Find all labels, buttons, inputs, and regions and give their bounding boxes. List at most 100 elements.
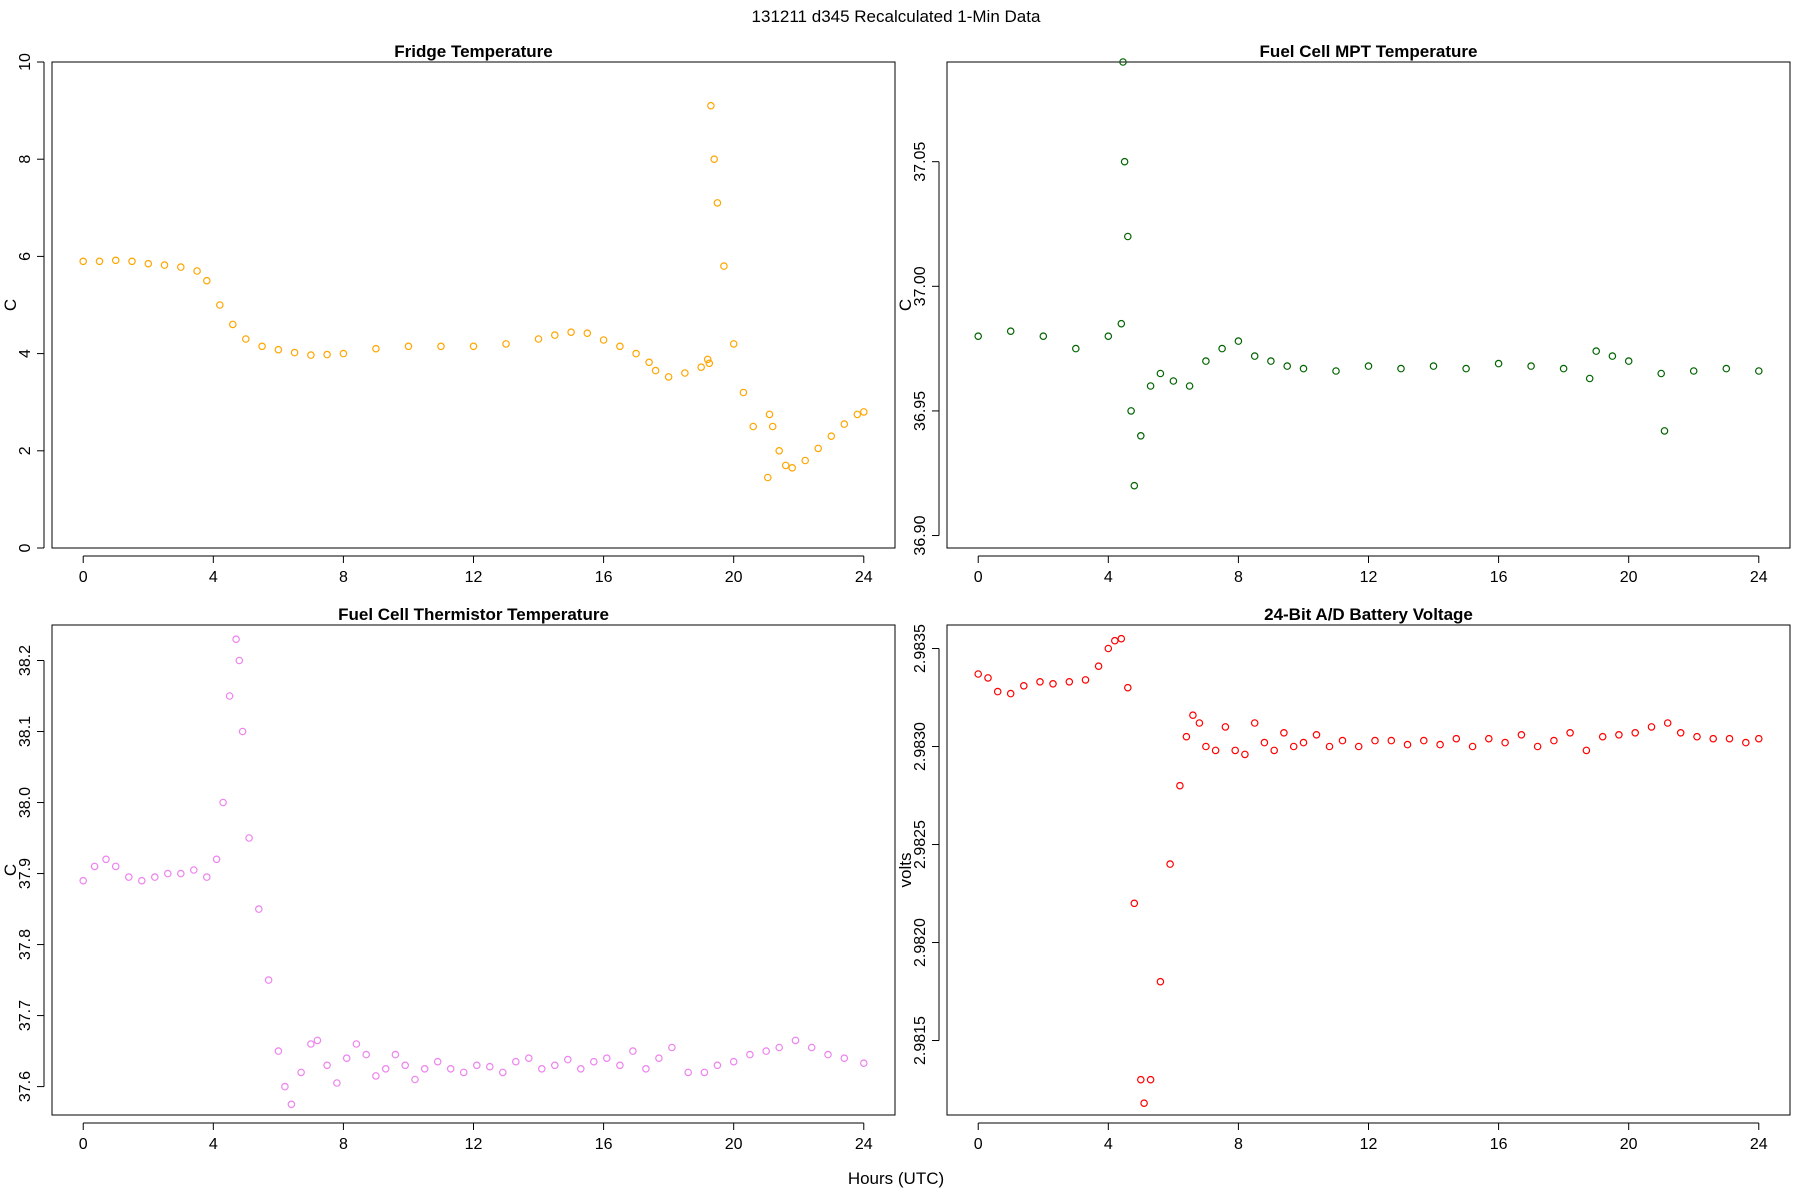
data-point [1137, 1075, 1145, 1084]
y-tick-label: 10 [17, 53, 34, 71]
data-point [1176, 781, 1184, 790]
y-tick-label: 4 [17, 349, 34, 358]
panel-title: Fuel Cell MPT Temperature [1260, 42, 1478, 61]
data-point [791, 1036, 800, 1045]
data-point [502, 340, 510, 348]
data-point [274, 1047, 283, 1055]
data-point [1072, 344, 1080, 353]
y-tick-label: 6 [17, 252, 34, 261]
data-point [1468, 742, 1477, 751]
data-point [984, 674, 992, 682]
data-point [583, 329, 592, 338]
x-tick-label: 4 [1104, 569, 1113, 586]
data-point [840, 420, 849, 428]
data-point [827, 432, 836, 441]
data-point [433, 1057, 442, 1066]
data-point [859, 1059, 868, 1068]
data-point [840, 1054, 849, 1063]
data-point [225, 692, 234, 700]
data-point [629, 1047, 637, 1055]
data-point [1185, 382, 1194, 390]
data-point [697, 363, 706, 372]
data-point [229, 320, 237, 329]
x-tick-label: 4 [209, 1136, 218, 1153]
data-point [824, 1050, 832, 1059]
data-point [1250, 719, 1259, 727]
data-point [1325, 742, 1334, 751]
y-tick-label: 37.7 [17, 1000, 34, 1031]
data-point [281, 1082, 289, 1091]
data-point [238, 727, 247, 736]
data-point [1429, 362, 1438, 370]
data-point [1270, 746, 1279, 755]
data-point [193, 267, 201, 275]
data-point [1364, 362, 1373, 370]
data-point [705, 359, 714, 368]
data-point [219, 798, 227, 807]
y-axis-label: volts [896, 853, 915, 888]
data-point [807, 1043, 816, 1052]
data-point [1387, 736, 1396, 745]
data-point [1598, 732, 1607, 741]
data-point [1501, 738, 1509, 747]
data-point [1221, 723, 1230, 731]
data-point [550, 331, 559, 339]
data-point [511, 1057, 520, 1066]
figure-xlabel: Hours (UTC) [848, 1169, 944, 1188]
data-point [1566, 728, 1574, 737]
data-point [788, 463, 797, 472]
data-point [684, 1068, 693, 1077]
data-point [1533, 742, 1542, 751]
data-point [589, 1057, 598, 1066]
data-point [801, 456, 810, 465]
data-point [79, 876, 88, 885]
data-point [1452, 734, 1461, 743]
data-point [642, 1065, 650, 1073]
data-point [599, 336, 608, 344]
data-point [859, 408, 868, 416]
data-point [1166, 860, 1174, 868]
data-point [1104, 332, 1113, 341]
data-point [459, 1068, 468, 1077]
data-point [1663, 719, 1672, 727]
data-point [1140, 1099, 1148, 1108]
data-point [1689, 367, 1698, 375]
data-point [290, 348, 299, 357]
data-point [1260, 738, 1269, 747]
data-point [746, 1050, 754, 1059]
data-point [472, 1061, 481, 1070]
x-tick-label: 12 [465, 569, 483, 586]
data-point [1202, 742, 1210, 751]
x-tick-label: 8 [1234, 1136, 1243, 1153]
x-tick-label: 20 [725, 569, 743, 586]
y-tick-label: 8 [17, 155, 34, 164]
data-point [781, 461, 790, 470]
data-point [1156, 369, 1165, 378]
y-axis-label: C [896, 299, 915, 311]
data-point [323, 1061, 331, 1070]
data-point [1403, 740, 1412, 749]
data-point [1485, 734, 1493, 743]
data-point [1550, 736, 1558, 745]
data-point [242, 335, 250, 343]
y-tick-label: 2.9815 [912, 1016, 929, 1065]
data-point [1371, 736, 1379, 745]
data-point [1049, 679, 1057, 688]
data-point [498, 1068, 507, 1077]
data-point [1312, 730, 1321, 739]
data-point [1332, 367, 1340, 375]
data-point [102, 855, 110, 864]
data-point [1420, 736, 1428, 745]
data-point [469, 342, 478, 351]
y-tick-label: 2.9825 [912, 820, 929, 869]
panel-title: 24-Bit A/D Battery Voltage [1264, 605, 1473, 624]
data-point [485, 1062, 494, 1071]
data-point [1559, 364, 1568, 373]
x-tick-label: 24 [855, 569, 873, 586]
data-point [1725, 734, 1734, 743]
x-tick-label: 0 [79, 1136, 88, 1153]
figure-title: 131211 d345 Recalculated 1-Min Data [752, 7, 1041, 26]
x-tick-label: 20 [725, 1136, 743, 1153]
data-point [1582, 746, 1591, 755]
